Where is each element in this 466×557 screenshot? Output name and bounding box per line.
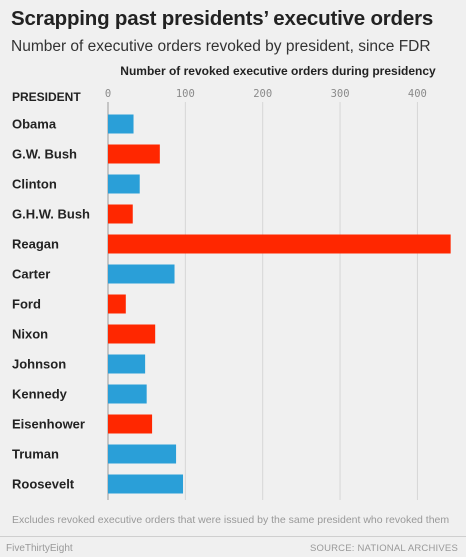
bar — [108, 144, 160, 164]
brand-label: FiveThirtyEight — [6, 543, 73, 554]
source-label: SOURCE: NATIONAL ARCHIVES — [309, 543, 458, 554]
bar — [108, 264, 175, 284]
x-tick-labels: 0 100 200 300 400 — [105, 88, 427, 100]
x-tick-label: 300 — [331, 88, 350, 100]
category-label: Obama — [12, 117, 57, 132]
category-label: Nixon — [12, 327, 48, 342]
bar — [108, 384, 147, 404]
bar — [108, 414, 153, 434]
category-label: Johnson — [12, 357, 66, 372]
chart-subtitle: Number of executive orders revoked by pr… — [11, 38, 431, 55]
gridlines — [107, 102, 418, 500]
chart-title: Scrapping past presidents’ executive ord… — [11, 7, 434, 30]
bar — [108, 204, 133, 224]
x-tick-label: 100 — [176, 88, 195, 100]
category-label: Reagan — [12, 237, 59, 252]
category-label: G.H.W. Bush — [12, 207, 90, 222]
category-label: Truman — [12, 447, 59, 462]
bar-chart: 0 100 200 300 400 Obama G.W. Bush Clinton G.H.W… — [12, 88, 451, 500]
category-label: Eisenhower — [12, 417, 85, 432]
bar — [108, 444, 177, 464]
bar — [108, 324, 156, 344]
category-label: Kennedy — [12, 387, 68, 402]
x-axis-title: Number of revoked executive orders durin… — [120, 64, 436, 78]
category-label: G.W. Bush — [12, 147, 77, 162]
category-label: Ford — [12, 297, 41, 312]
footer-divider — [0, 536, 466, 537]
x-tick-label: 200 — [253, 88, 272, 100]
bar — [108, 354, 146, 374]
bar — [108, 234, 451, 254]
bar — [108, 294, 126, 314]
y-axis-header: PRESIDENT — [12, 90, 81, 104]
footnote: Excludes revoked executive orders that w… — [12, 514, 450, 526]
category-label: Carter — [12, 267, 50, 282]
bar — [108, 114, 134, 134]
x-tick-label: 400 — [408, 88, 427, 100]
bar — [108, 174, 140, 194]
category-label: Clinton — [12, 177, 57, 192]
category-label: Roosevelt — [12, 477, 75, 492]
bars — [108, 114, 451, 494]
x-tick-label: 0 — [105, 88, 111, 100]
category-labels: Obama G.W. Bush Clinton G.H.W. Bush Reagan Ca… — [12, 117, 90, 492]
bar — [108, 474, 184, 494]
